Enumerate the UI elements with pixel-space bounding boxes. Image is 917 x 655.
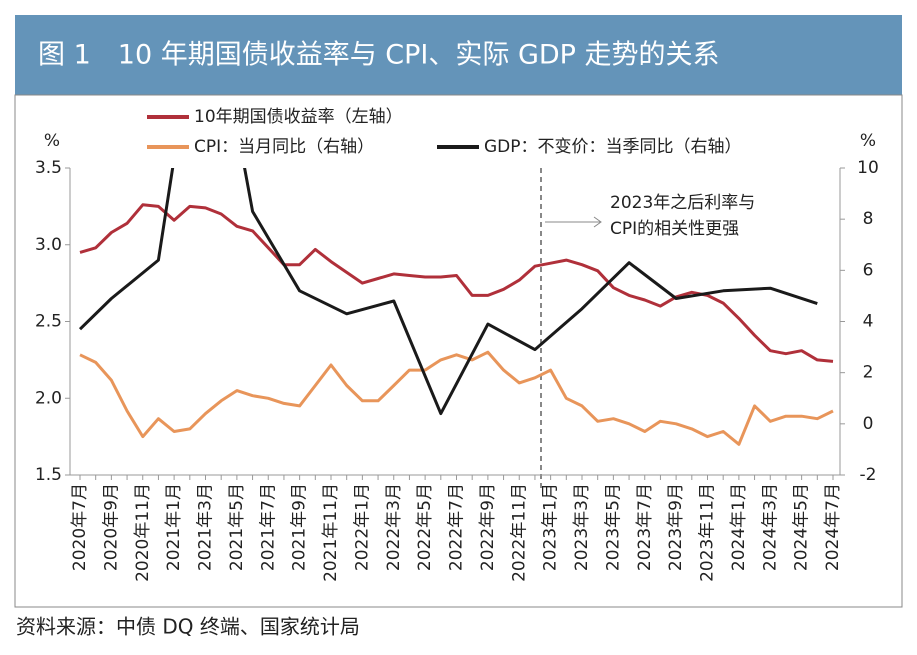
x-tick-label: 2022年5月	[415, 483, 435, 571]
x-tick-label: 2020年11月	[133, 483, 153, 582]
y-tick-label: 2.0	[35, 388, 62, 408]
legend-label: CPI：当月同比（右轴）	[194, 137, 374, 157]
source: 资料来源：中债 DQ 终端、国家统计局	[16, 615, 360, 639]
x-tick-label: 2021年7月	[258, 483, 278, 571]
x-tick-label: 2023年11月	[698, 483, 718, 582]
x-tick-label: 2022年7月	[447, 483, 467, 571]
annotation: CPI的相关性更强	[610, 219, 739, 239]
y2-tick-label: 2	[863, 363, 874, 383]
x-tick-label: 2022年9月	[478, 483, 498, 571]
plot-area	[78, 168, 834, 446]
legend-label: GDP：不变价：当季同比（右轴）	[484, 137, 742, 157]
y2-tick-label: 10	[857, 158, 879, 178]
series-line	[78, 168, 818, 416]
annotation: 2023年之后利率与	[610, 193, 755, 213]
y2-axis-label: %	[860, 131, 876, 151]
y-tick-label: 3.0	[35, 235, 62, 255]
x-tick-label: 2021年9月	[290, 483, 310, 571]
x-tick-label: 2021年1月	[164, 483, 184, 571]
y-tick-label: 1.5	[35, 465, 62, 485]
x-tick-label: 2020年7月	[70, 483, 90, 571]
x-tick-label: 2023年5月	[603, 483, 623, 571]
x-tick-label: 2024年5月	[792, 483, 812, 571]
chart-title: 图 1 10 年期国债收益率与 CPI、实际 GDP 走势的关系	[38, 40, 720, 71]
y2-tick-label: 8	[863, 209, 874, 229]
x-tick-label: 2022年1月	[352, 483, 372, 571]
legend-label: 10年期国债收益率（左轴）	[194, 107, 403, 127]
x-tick-label: 2024年7月	[823, 483, 843, 571]
x-tick-label: 2022年3月	[384, 483, 404, 571]
series-line	[79, 203, 834, 363]
x-tick-label: 2023年3月	[572, 483, 592, 571]
y2-tick-label: 6	[863, 260, 874, 280]
x-tick-label: 2021年5月	[227, 483, 247, 571]
frame	[14, 94, 903, 608]
x-tick-label: 2023年9月	[666, 483, 686, 571]
series-line	[79, 350, 834, 446]
x-tick-label: 2020年9月	[101, 483, 121, 571]
y2-tick-label: -2	[860, 465, 877, 485]
x-tick-label: 2021年11月	[321, 483, 341, 582]
x-tick-label: 2021年3月	[196, 483, 216, 571]
title-band	[15, 15, 902, 95]
annotation-arrowhead	[593, 216, 602, 228]
x-tick-label: 2024年1月	[729, 483, 749, 571]
y2-tick-label: 0	[863, 414, 874, 434]
x-tick-label: 2023年7月	[635, 483, 655, 571]
y2-tick-label: 4	[863, 312, 874, 332]
y-axis-label: %	[44, 131, 60, 151]
x-tick-label: 2023年1月	[541, 483, 561, 571]
y-tick-label: 2.5	[35, 312, 62, 332]
x-tick-label: 2024年3月	[760, 483, 780, 571]
y-tick-label: 3.5	[35, 158, 62, 178]
x-tick-label: 2022年11月	[509, 483, 529, 582]
